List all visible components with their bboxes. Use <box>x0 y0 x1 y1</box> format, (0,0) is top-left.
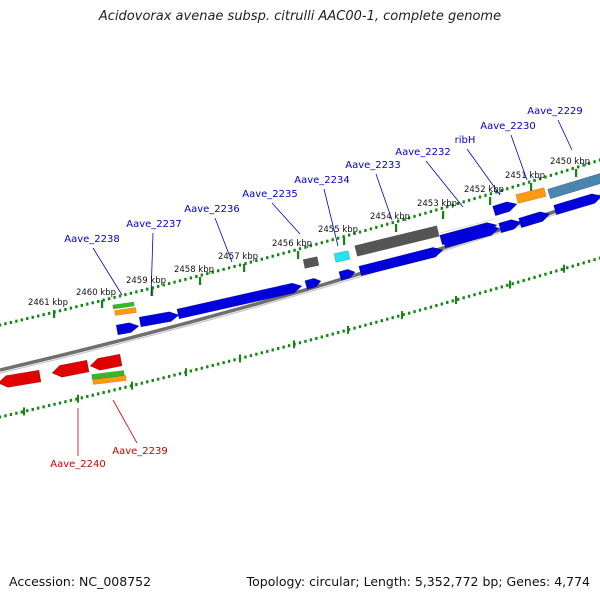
gene-aave-2236-grey <box>302 256 320 269</box>
gene-ribh-outer <box>492 201 518 217</box>
gene-leader-line <box>112 399 138 444</box>
gene-aave-2234-cyan <box>333 250 351 263</box>
gene-label-forward: Aave_2235 <box>242 189 298 200</box>
gene-aave-2234 <box>354 225 440 257</box>
gene-leader-line <box>557 119 573 151</box>
gene-aave-2233 <box>442 225 500 249</box>
kbp-tick-label: 2451 kbp <box>505 171 545 181</box>
gene-aave-2239 <box>89 353 123 371</box>
gene-leader-line <box>425 160 464 208</box>
gene-leader-line <box>214 217 233 263</box>
gene-leader-line <box>375 173 393 221</box>
kbp-tick-mark <box>243 264 246 272</box>
kbp-tick-mark <box>343 237 346 245</box>
kbp-tick-mark <box>199 277 202 285</box>
kbp-tick-mark <box>489 197 492 205</box>
gene-features <box>0 173 600 388</box>
genome-summary-text: Topology: circular; Length: 5,352,772 bp… <box>246 574 590 589</box>
kbp-tick-mark <box>53 310 56 318</box>
kbp-tick-label: 2459 kbp <box>126 276 166 286</box>
gene-aave-2236 <box>304 277 322 290</box>
gene-label-forward: Aave_2236 <box>184 204 240 215</box>
gene-aave-2234-inner <box>358 247 444 277</box>
kbp-tick-mark <box>575 169 578 177</box>
feature-orange-lower <box>92 375 127 385</box>
kbp-tick-mark <box>530 183 533 191</box>
kbp-tick-label: 2458 kbp <box>174 265 214 275</box>
gene-leader-line <box>466 148 501 196</box>
gene-aave-2240-left <box>0 369 42 388</box>
spacer <box>439 218 496 234</box>
gene-ribh <box>498 219 522 234</box>
gene-label-reverse: Aave_2239 <box>112 446 168 457</box>
kbp-tick-label: 2450 kbp <box>550 157 590 167</box>
kbp-tick-label: 2453 kbp <box>417 199 457 209</box>
kbp-tick-label: 2452 kbp <box>464 185 504 195</box>
kbp-tick-mark <box>151 288 154 296</box>
kbp-tick-mark <box>395 224 398 232</box>
kbp-tick-label: 2457 kbp <box>218 252 258 262</box>
gene-label-forward: Aave_2230 <box>480 121 536 132</box>
gene-aave-2240 <box>51 359 90 378</box>
genome-title: Acidovorax avenae subsp. citrulli AAC00-… <box>98 9 502 24</box>
accession-text: Accession: NC_008752 <box>9 574 152 589</box>
gene-label-forward: Aave_2233 <box>345 160 401 171</box>
kbp-tick-label: 2455 kbp <box>318 225 358 235</box>
gene-label-forward: Aave_2232 <box>395 147 451 158</box>
gene-label-reverse: Aave_2240 <box>50 459 106 470</box>
feature-green-upper <box>112 301 135 310</box>
gene-aave-2237 <box>176 282 303 320</box>
gene-label-forward: ribH <box>455 135 476 146</box>
feature-orange-upper <box>114 307 137 316</box>
kbp-tick-label: 2460 kbp <box>76 288 116 298</box>
gene-leader-line <box>510 134 528 181</box>
gene-leader-line <box>271 202 301 235</box>
gene-leader-line <box>323 188 339 247</box>
gene-leader-line <box>150 232 154 297</box>
gene-label-forward: Aave_2234 <box>294 175 350 186</box>
kbp-tick-mark <box>101 300 104 308</box>
gene-label-forward: Aave_2229 <box>527 106 583 117</box>
gene-labels: Aave_2229 Aave_2230 ribH Aave_2232 Aave_2233… <box>50 106 583 470</box>
gene-aave-2235 <box>338 268 356 281</box>
kbp-tick-mark <box>442 211 445 219</box>
kbp-tick-label: 2461 kbp <box>28 298 68 308</box>
kbp-tick-label: 2454 kbp <box>370 212 410 222</box>
kbp-tick-mark <box>297 251 300 259</box>
feature-green-lower <box>91 370 125 380</box>
gene-label-forward: Aave_2237 <box>126 219 182 230</box>
gene-aave-2230-orange <box>515 187 547 204</box>
gene-aave-2229 <box>547 173 600 200</box>
gene-aave-2230-inner <box>553 193 600 216</box>
gene-aave-2238 <box>138 311 180 328</box>
gene-aave-2238-inner <box>115 322 140 336</box>
gene-aave-2230 <box>518 211 551 229</box>
gene-label-forward: Aave_2238 <box>64 234 120 245</box>
kbp-tick-label: 2456 kbp <box>272 239 312 249</box>
gene-leader-line <box>92 247 123 296</box>
